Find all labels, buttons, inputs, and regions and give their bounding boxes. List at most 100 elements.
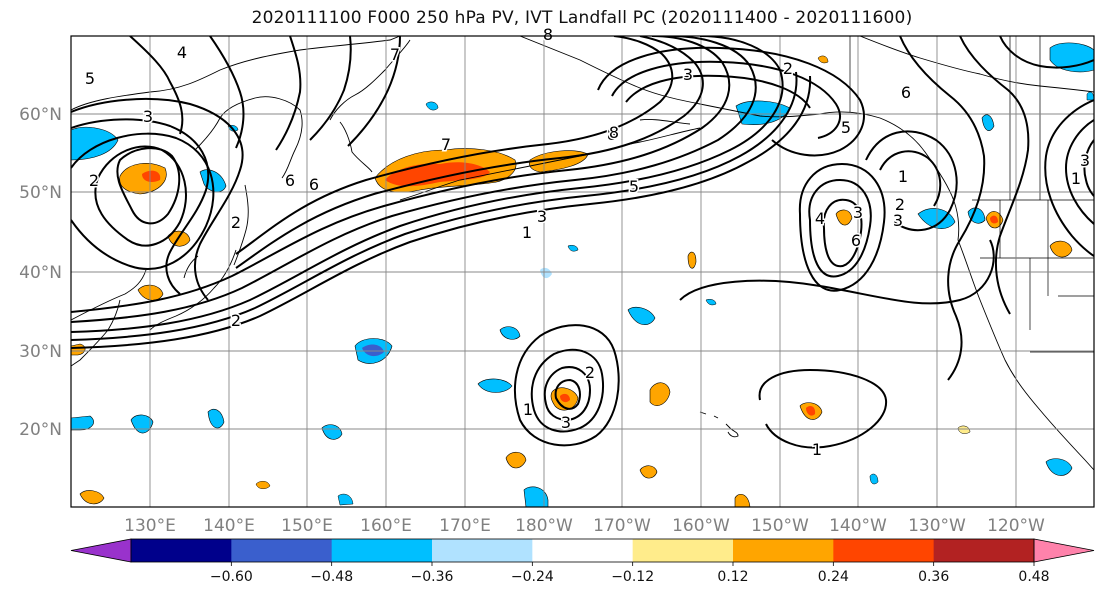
shade-negative-patch <box>207 409 225 429</box>
contour-line <box>879 150 942 207</box>
contour-line <box>71 132 215 270</box>
contour-label: 7 <box>390 45 400 64</box>
shade-positive-patch <box>639 465 658 479</box>
shade-negative-patch <box>1086 91 1094 101</box>
colorbar-bin <box>933 539 1035 562</box>
colorbar-extend-low <box>70 538 132 563</box>
contour-line <box>1083 139 1094 197</box>
contour-line <box>999 36 1094 69</box>
coastline-arctic <box>859 36 1094 93</box>
contour-line <box>71 75 812 349</box>
contour-label: 4 <box>177 43 187 62</box>
contour-label: 3 <box>893 211 903 230</box>
shade-negative-patch <box>981 114 995 131</box>
colorbar-bin <box>432 539 533 562</box>
shade-positive-patch <box>255 481 271 489</box>
contour-line <box>758 368 888 449</box>
shade-positive-core <box>806 406 816 416</box>
contour-line <box>94 145 187 247</box>
contour-label: 2 <box>231 213 241 232</box>
pv-contours <box>71 36 1094 449</box>
shade-positive-core <box>560 393 570 403</box>
contour-label: 5 <box>85 69 95 88</box>
contour-label: 6 <box>901 83 911 102</box>
contour-label: 1 <box>812 440 822 459</box>
contour-line <box>899 36 986 381</box>
contour-label: 1 <box>1071 169 1081 188</box>
shade-negative-patch <box>71 127 119 161</box>
colorbar-frame <box>130 538 1035 563</box>
shade-negative-patch <box>71 415 94 431</box>
contour-line <box>808 178 872 278</box>
map-frame <box>70 35 1095 508</box>
contour-label: 8 <box>609 123 619 142</box>
contour-label: 3 <box>1080 151 1090 170</box>
contour-label: 2 <box>585 363 595 382</box>
lon-label: 120°W <box>987 516 1045 536</box>
shade-positive-patch <box>687 251 697 269</box>
latitude-labels: 60°N 50°N 40°N 30°N 20°N <box>19 105 62 440</box>
colorbar-bin <box>632 539 734 562</box>
contour-line <box>543 366 592 422</box>
shade-positive-core <box>142 170 161 182</box>
contour-label: 6 <box>309 175 319 194</box>
shade-negative-patch <box>627 306 656 325</box>
lon-label: 140°W <box>829 516 887 536</box>
shade-positive-patch <box>71 343 86 356</box>
shade-negative-patch <box>337 493 354 506</box>
contour-label: 3 <box>853 203 863 222</box>
colorbar-bin <box>131 539 232 562</box>
shade-positive-patch <box>137 284 164 301</box>
border-us-states <box>980 200 1094 330</box>
contour-line <box>129 36 184 135</box>
contour-label: 1 <box>898 167 908 186</box>
shade-negative-patch <box>130 414 154 434</box>
coastline-north-america <box>957 239 1094 471</box>
contour-label: 4 <box>815 209 825 228</box>
lon-label: 130°E <box>124 516 176 536</box>
colorbar-extend-high <box>1033 538 1095 563</box>
coastlines <box>71 36 1094 471</box>
shade-positive-patch <box>1049 240 1073 258</box>
contour-label: 8 <box>607 125 617 144</box>
lon-label: 130°W <box>908 516 966 536</box>
shade-positive-patch <box>79 490 105 505</box>
shade-negative-patch <box>425 101 439 111</box>
lat-label: 50°N <box>19 183 62 203</box>
lat-label: 60°N <box>19 105 62 125</box>
contour-line <box>611 60 841 139</box>
contour-label: 3 <box>537 207 547 226</box>
contour-line <box>513 324 620 447</box>
contour-line <box>71 36 757 323</box>
contour-line <box>209 36 245 149</box>
colorbar-tick-label: −0.36 <box>411 569 454 585</box>
contour-label: 3 <box>683 65 693 84</box>
contour-line <box>597 46 865 157</box>
contour-line <box>235 36 674 255</box>
contour-line <box>1064 119 1094 225</box>
contour-label: 7 <box>441 135 451 154</box>
shade-negative-patch <box>917 208 956 229</box>
contour-line <box>865 130 958 231</box>
contour-line <box>347 36 401 147</box>
contour-line <box>679 239 995 305</box>
lon-label: 170°E <box>439 516 491 536</box>
contour-line <box>554 378 581 410</box>
colorbar-tick-label: −0.12 <box>611 569 654 585</box>
shade-negative-patch <box>477 378 513 393</box>
contour-label: 2 <box>895 195 905 214</box>
shade-negative-patch <box>321 424 343 440</box>
colorbar-tick-label: 0.24 <box>818 569 849 585</box>
lon-label: 150°E <box>281 516 333 536</box>
contour-line <box>71 71 798 341</box>
contour-label: 6 <box>285 171 295 190</box>
colorbar: −0.60 −0.48 −0.36 −0.24 −0.12 0.12 0.24 0.36 0.4… <box>70 538 1095 585</box>
contour-line <box>798 162 886 292</box>
contour-label: 2 <box>231 311 241 330</box>
contour-label: 1 <box>522 223 532 242</box>
contour-line <box>959 36 1030 315</box>
figure-title: 2020111100 F000 250 hPa PV, IVT Landfall… <box>251 8 913 28</box>
borders <box>849 36 1094 353</box>
